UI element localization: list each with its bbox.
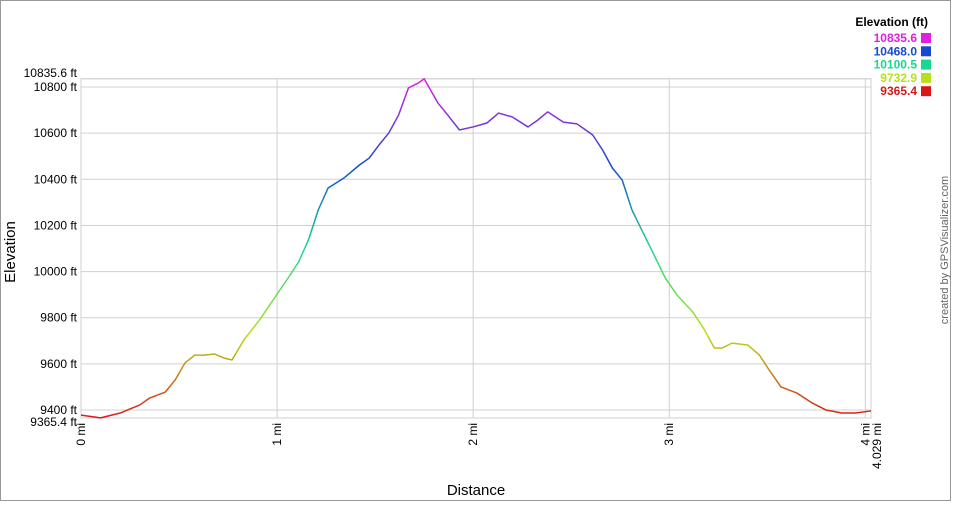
x-tick-label: 1 mi: [270, 423, 284, 446]
legend-label: 10835.6: [874, 31, 918, 45]
x-tick-label: 2 mi: [466, 423, 480, 446]
legend-swatch: [921, 86, 931, 97]
plot-area: [80, 78, 872, 419]
legend-swatch: [921, 72, 931, 83]
y-tick-label: 9800 ft: [40, 311, 77, 325]
credit: created by GPSVisualizer.com: [939, 176, 951, 324]
x-tick-label: 4.029 mi: [870, 423, 884, 469]
x-tick-label: 3 mi: [662, 423, 676, 446]
legend-swatch: [921, 46, 931, 57]
legend-label: 9365.4: [880, 84, 917, 98]
x-tick-label: 0 mi: [74, 423, 88, 446]
legend-swatch: [921, 33, 931, 43]
y-tick-label: 9600 ft: [40, 357, 77, 371]
legend-swatch: [921, 59, 931, 70]
elevation-line: [80, 78, 872, 419]
legend-title: Elevation (ft): [855, 15, 928, 29]
y-tick-label: 10835.6 ft: [24, 66, 78, 80]
legend-label: 10468.0: [874, 44, 918, 58]
y-axis-label: Elevation: [2, 221, 19, 283]
legend-label: 10100.5: [874, 58, 918, 72]
x-tick-label: 4 mi: [858, 423, 872, 446]
y-tick-label: 10600 ft: [34, 126, 78, 140]
y-tick-label: 9400 ft: [40, 403, 77, 417]
y-tick-label: 10400 ft: [34, 172, 78, 186]
y-tick-label: 10000 ft: [34, 265, 78, 279]
y-tick-label: 10800 ft: [34, 80, 78, 94]
y-tick-label: 9365.4 ft: [30, 415, 77, 429]
x-axis-label: Distance: [447, 482, 505, 499]
legend-label: 9732.9: [880, 71, 917, 85]
y-tick-label: 10200 ft: [34, 218, 78, 232]
